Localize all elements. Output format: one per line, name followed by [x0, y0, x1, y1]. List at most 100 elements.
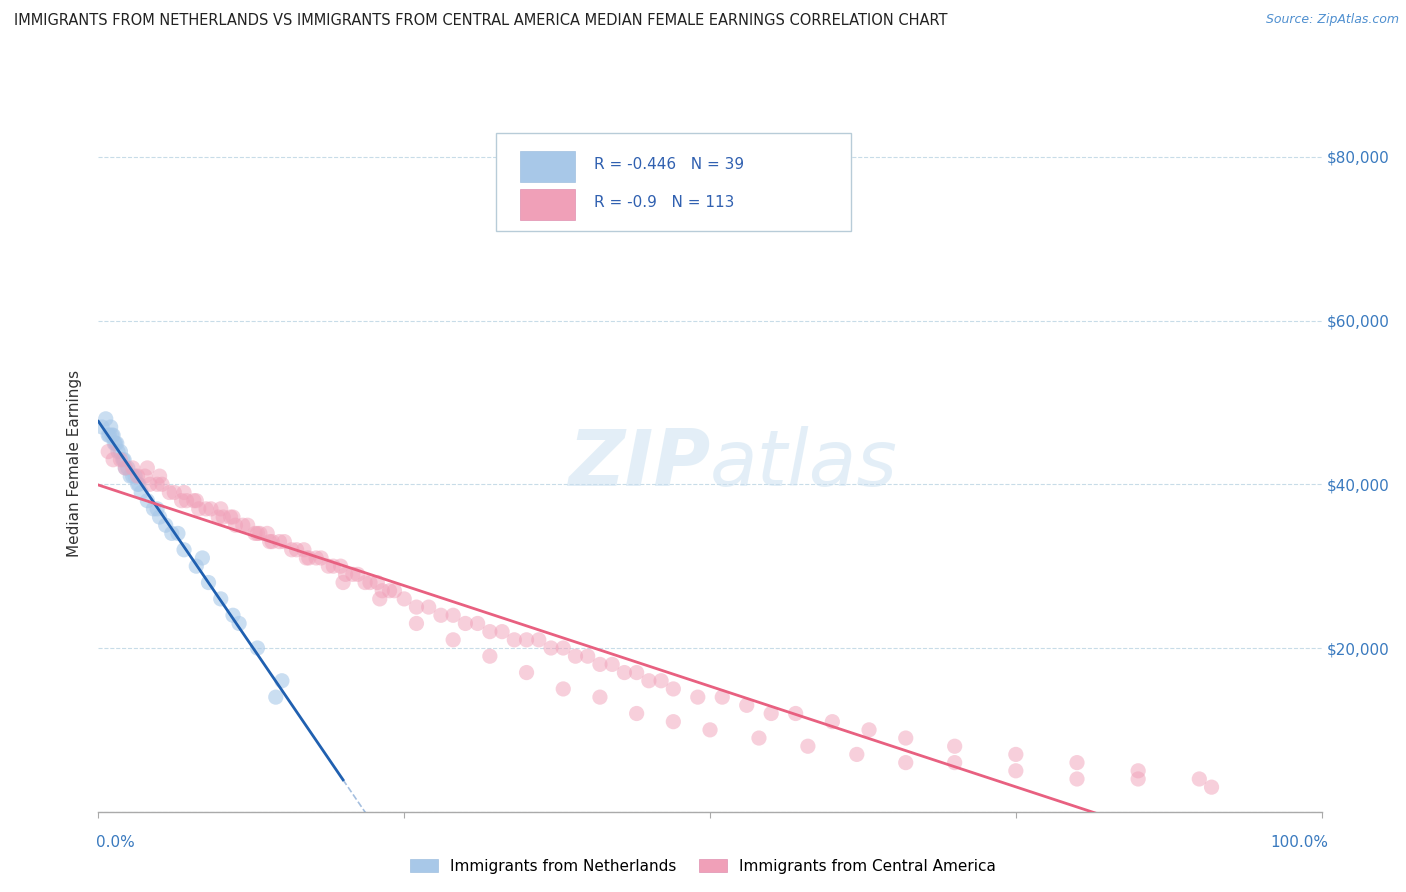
Point: [686, 690, 709, 705]
Point: [98, 428, 121, 442]
Point: [735, 698, 758, 713]
Point: [478, 649, 501, 664]
Point: [104, 436, 127, 450]
Point: [305, 551, 328, 566]
Point: [183, 493, 205, 508]
Point: [150, 477, 173, 491]
Point: [186, 559, 208, 574]
Point: [139, 477, 162, 491]
Point: [894, 756, 917, 770]
Point: [845, 747, 868, 762]
Point: [384, 583, 406, 598]
Point: [222, 608, 245, 623]
Point: [262, 534, 284, 549]
Point: [146, 501, 169, 516]
Point: [212, 510, 235, 524]
Point: [280, 542, 302, 557]
Point: [146, 477, 169, 491]
Point: [249, 526, 271, 541]
Point: [491, 624, 513, 639]
Text: 100.0%: 100.0%: [1271, 836, 1329, 850]
Point: [1004, 747, 1026, 762]
Point: [191, 551, 214, 566]
Point: [97, 444, 120, 458]
Point: [322, 559, 344, 574]
Point: [527, 632, 550, 647]
Point: [114, 461, 136, 475]
Point: [236, 518, 259, 533]
Point: [405, 600, 427, 615]
Point: [894, 731, 917, 745]
Point: [516, 632, 538, 647]
Point: [97, 428, 120, 442]
Point: [111, 452, 134, 467]
Point: [160, 526, 183, 541]
Point: [318, 559, 340, 574]
Point: [368, 591, 391, 606]
Point: [454, 616, 477, 631]
Point: [101, 452, 124, 467]
Point: [366, 575, 388, 590]
Point: [1004, 764, 1026, 778]
Point: [232, 518, 254, 533]
Point: [354, 575, 377, 590]
Point: [120, 469, 142, 483]
Point: [173, 485, 195, 500]
Y-axis label: Median Female Earnings: Median Female Earnings: [67, 370, 83, 558]
Point: [295, 551, 318, 566]
Legend: Immigrants from Netherlands, Immigrants from Central America: Immigrants from Netherlands, Immigrants …: [404, 853, 1002, 880]
Point: [418, 600, 440, 615]
Text: atlas: atlas: [710, 425, 898, 502]
Point: [1128, 764, 1150, 778]
Point: [1066, 772, 1088, 786]
Point: [246, 640, 269, 655]
Point: [121, 469, 143, 483]
Point: [1188, 772, 1211, 786]
Point: [142, 501, 165, 516]
Point: [270, 673, 294, 688]
Point: [638, 673, 661, 688]
Point: [149, 469, 172, 483]
Point: [392, 591, 416, 606]
Text: R = -0.9   N = 113: R = -0.9 N = 113: [593, 195, 734, 211]
Text: ZIP: ZIP: [568, 425, 710, 502]
Point: [128, 477, 150, 491]
Point: [207, 510, 229, 524]
Text: Source: ZipAtlas.com: Source: ZipAtlas.com: [1265, 13, 1399, 27]
Point: [785, 706, 807, 721]
Point: [186, 493, 208, 508]
Point: [761, 706, 783, 721]
Point: [821, 714, 844, 729]
Point: [342, 567, 364, 582]
Point: [600, 657, 623, 672]
Point: [114, 461, 136, 475]
Text: 0.0%: 0.0%: [96, 836, 135, 850]
Point: [246, 526, 269, 541]
Point: [298, 551, 321, 566]
Point: [711, 690, 734, 705]
Text: IMMIGRANTS FROM NETHERLANDS VS IMMIGRANTS FROM CENTRAL AMERICA MEDIAN FEMALE EAR: IMMIGRANTS FROM NETHERLANDS VS IMMIGRANT…: [14, 13, 948, 29]
Point: [100, 420, 122, 434]
Point: [224, 518, 246, 533]
Point: [1128, 772, 1150, 786]
Point: [441, 632, 464, 647]
Point: [136, 461, 159, 475]
Point: [626, 706, 648, 721]
Point: [129, 485, 152, 500]
Point: [269, 534, 291, 549]
FancyBboxPatch shape: [520, 189, 575, 220]
Point: [378, 583, 401, 598]
Point: [200, 501, 222, 516]
Point: [1066, 756, 1088, 770]
Point: [335, 567, 357, 582]
Point: [209, 501, 232, 516]
Point: [195, 501, 218, 516]
Point: [173, 542, 195, 557]
Point: [136, 493, 159, 508]
Point: [256, 526, 278, 541]
Point: [332, 575, 354, 590]
Point: [613, 665, 636, 680]
Point: [553, 681, 575, 696]
Point: [264, 690, 287, 705]
Point: [467, 616, 489, 631]
